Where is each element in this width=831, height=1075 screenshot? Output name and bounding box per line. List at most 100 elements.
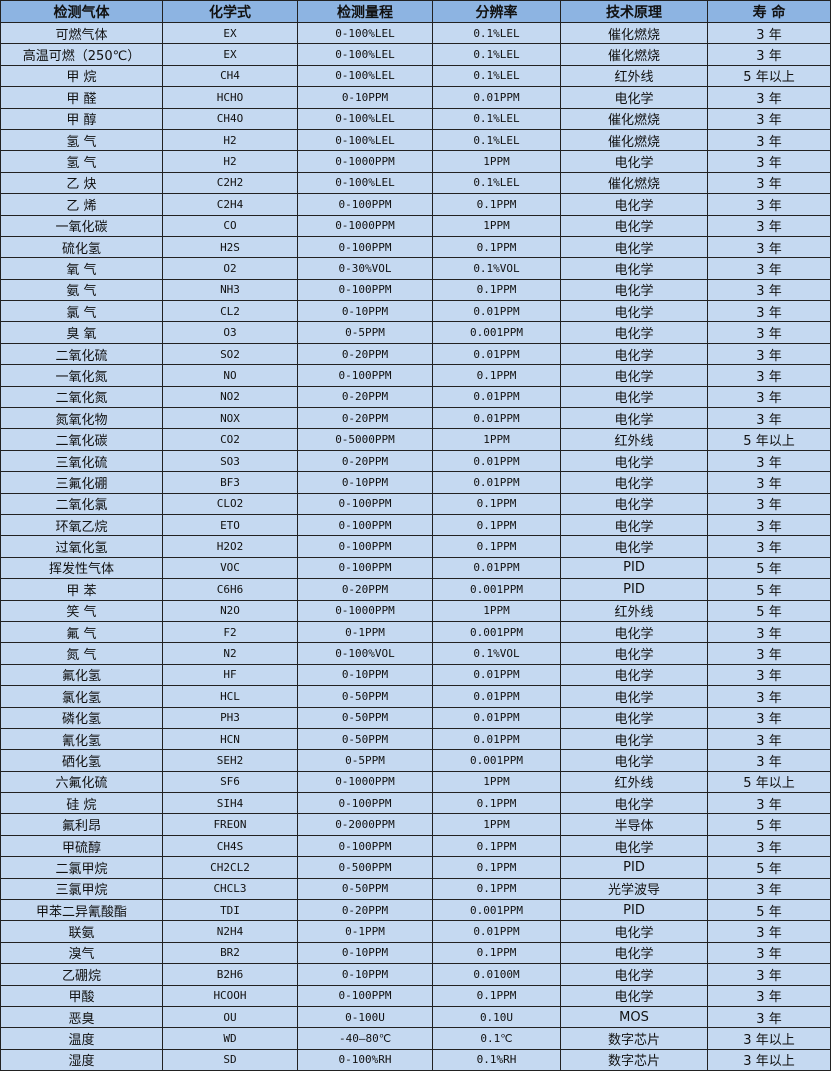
header-principle: 技术原理 [560,0,708,23]
cell-formula: TDI [162,899,298,922]
cell-gas: 氰化氢 [0,727,163,751]
cell-lifespan: 3 年 [707,449,831,473]
cell-principle: 红外线 [560,770,708,794]
cell-resolution: 0.01PPM [432,407,561,430]
table-row: 可燃气体 EX 0-100%LEL 0.1%LEL 催化燃烧 3 年 [0,21,831,45]
cell-principle: 电化学 [560,385,708,409]
cell-gas: 三氧化硫 [0,449,163,473]
cell-gas: 氟 气 [0,620,163,644]
table-row: 联氨 N2H4 0-1PPM 0.01PPM 电化学 3 年 [0,920,831,943]
cell-formula: CH4O [162,107,298,130]
cell-lifespan: 3 年 [707,193,831,216]
cell-principle: 电化学 [560,834,708,858]
cell-resolution: 0.001PPM [432,620,561,644]
cell-resolution: 0.1%LEL [432,64,561,88]
cell-gas: 氟利昂 [0,813,163,836]
cell-resolution: 0.1%LEL [432,171,561,195]
cell-lifespan: 3 年 [707,385,831,409]
cell-formula: N2 [162,642,298,665]
table-row: 乙 烯 C2H4 0-100PPM 0.1PPM 电化学 3 年 [0,193,831,216]
cell-resolution: 0.1PPM [432,792,561,815]
cell-principle: 电化学 [560,257,708,280]
cell-range: 0-100%LEL [297,64,433,88]
cell-principle: 红外线 [560,599,708,622]
table-row: 氯 气 CL2 0-10PPM 0.01PPM 电化学 3 年 [0,300,831,323]
cell-gas: 三氯甲烷 [0,877,163,901]
cell-resolution: 0.01PPM [432,685,561,708]
cell-range: 0-50PPM [297,727,433,751]
cell-gas: 二氧化硫 [0,342,163,366]
cell-gas: 甲 醇 [0,107,163,130]
cell-resolution: 0.001PPM [432,749,561,772]
table-row: 二氧化硫 SO2 0-20PPM 0.01PPM 电化学 3 年 [0,342,831,366]
cell-lifespan: 3 年 [707,877,831,901]
cell-principle: 催化燃烧 [560,107,708,130]
table-row: 环氧乙烷 ETO 0-100PPM 0.1PPM 电化学 3 年 [0,513,831,537]
cell-principle: 光学波导 [560,877,708,901]
cell-lifespan: 3 年 [707,620,831,644]
table-row: 过氧化氢 H2O2 0-100PPM 0.1PPM 电化学 3 年 [0,535,831,558]
cell-lifespan: 3 年 [707,984,831,1007]
cell-formula: CO [162,214,298,237]
table-row: 温度 WD -40—80℃ 0.1℃ 数字芯片 3 年以上 [0,1027,831,1050]
cell-resolution: 0.1PPM [432,193,561,216]
cell-formula: N2O [162,599,298,622]
cell-range: 0-20PPM [297,407,433,430]
cell-resolution: 0.1℃ [432,1027,561,1050]
cell-principle: 电化学 [560,150,708,173]
cell-lifespan: 5 年以上 [707,770,831,794]
cell-resolution: 1PPM [432,428,561,451]
cell-lifespan: 3 年 [707,535,831,558]
cell-lifespan: 3 年 [707,749,831,772]
cell-principle: 电化学 [560,727,708,751]
cell-gas: 二氧化氯 [0,492,163,515]
cell-range: 0-30%VOL [297,257,433,280]
cell-lifespan: 3 年 [707,706,831,729]
cell-lifespan: 5 年以上 [707,64,831,88]
cell-principle: 电化学 [560,300,708,323]
cell-resolution: 0.1%LEL [432,128,561,152]
table-row: 氮氧化物 NOX 0-20PPM 0.01PPM 电化学 3 年 [0,407,831,430]
table-row: 一氧化氮 NO 0-100PPM 0.1PPM 电化学 3 年 [0,364,831,387]
cell-principle: 半导体 [560,813,708,836]
cell-lifespan: 3 年 [707,171,831,195]
cell-range: 0-5PPM [297,749,433,772]
cell-formula: HCOOH [162,984,298,1007]
cell-range: 0-100%VOL [297,642,433,665]
cell-formula: CH2CL2 [162,856,298,879]
cell-principle: 电化学 [560,535,708,558]
cell-gas: 二氧化碳 [0,428,163,451]
cell-lifespan: 5 年 [707,856,831,879]
cell-range: 0-1000PPM [297,150,433,173]
cell-formula: SIH4 [162,792,298,815]
cell-range: 0-1000PPM [297,214,433,237]
cell-gas: 氧 气 [0,257,163,280]
cell-range: 0-10PPM [297,300,433,323]
cell-resolution: 0.0100M [432,963,561,986]
cell-formula: NO [162,364,298,387]
cell-principle: 电化学 [560,278,708,302]
table-row: 甲酸 HCOOH 0-100PPM 0.1PPM 电化学 3 年 [0,984,831,1007]
cell-gas: 二氯甲烷 [0,856,163,879]
cell-formula: SO3 [162,449,298,473]
cell-lifespan: 3 年 [707,107,831,130]
cell-lifespan: 3 年 [707,128,831,152]
cell-principle: 电化学 [560,513,708,537]
table-row: 高温可燃（250℃） EX 0-100%LEL 0.1%LEL 催化燃烧 3 年 [0,43,831,66]
table-row: 溴气 BR2 0-10PPM 0.1PPM 电化学 3 年 [0,941,831,965]
cell-lifespan: 3 年 [707,407,831,430]
cell-lifespan: 3 年 [707,941,831,965]
cell-range: 0-100PPM [297,364,433,387]
header-gas: 检测气体 [0,0,163,23]
table-row: 一氧化碳 CO 0-1000PPM 1PPM 电化学 3 年 [0,214,831,237]
cell-lifespan: 5 年以上 [707,428,831,451]
cell-gas: 六氟化硫 [0,770,163,794]
cell-formula: CH4S [162,834,298,858]
cell-principle: PID [560,856,708,879]
cell-formula: O3 [162,321,298,344]
cell-lifespan: 3 年 [707,150,831,173]
cell-principle: 电化学 [560,407,708,430]
cell-formula: OU [162,1005,298,1029]
cell-lifespan: 5 年 [707,899,831,922]
